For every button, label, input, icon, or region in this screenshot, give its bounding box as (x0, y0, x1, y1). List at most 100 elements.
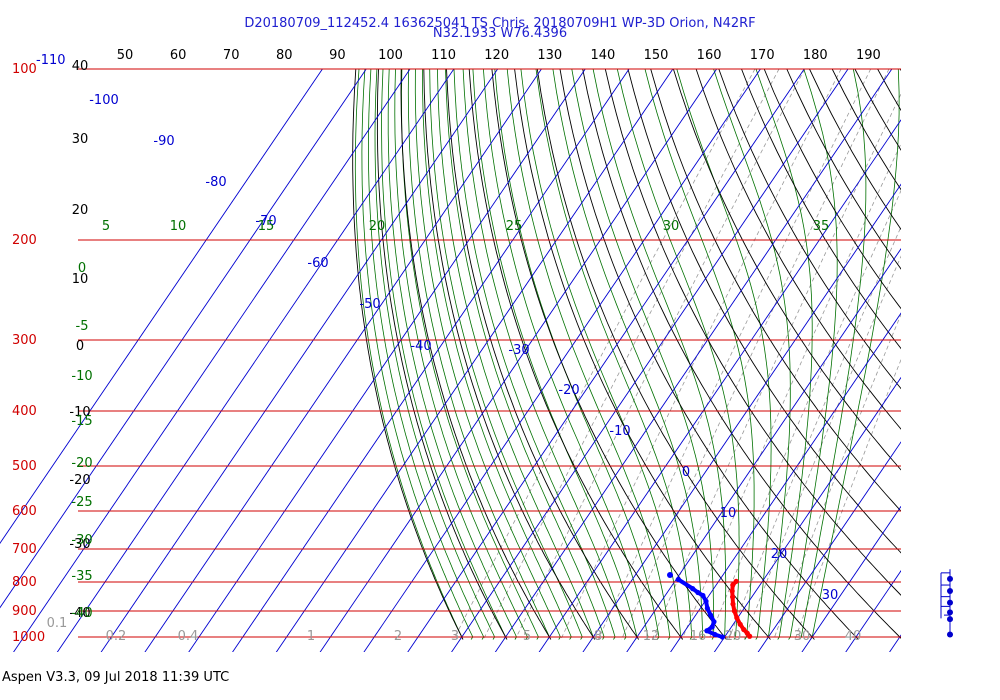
moist-adiabat (483, 69, 649, 640)
isotherm (713, 376, 901, 652)
moist-adiabat (437, 69, 594, 640)
isotherm (757, 441, 901, 652)
isotherm-label: -70 (255, 214, 276, 229)
dewpoint-profile-point (695, 589, 701, 596)
moist-adiabat-top-label: 15 (258, 219, 275, 234)
dry-adiabat (423, 69, 596, 640)
chart-title-line1: D20180709_112452.4 163625041 TS Chris, 2… (244, 16, 756, 31)
moist-adiabat (354, 69, 463, 640)
isotherms (0, 69, 901, 652)
moist-adiabat-top-label: 10 (170, 219, 187, 234)
isotherm (494, 69, 893, 652)
dry-adiabat (763, 69, 901, 310)
dry-adiabat (559, 69, 859, 640)
dewpoint-profile-point (719, 634, 726, 640)
isotherm-label: -20 (558, 383, 579, 398)
isotherm (451, 69, 849, 652)
isobar-label: 600 (12, 504, 37, 519)
moist-adiabat (374, 69, 496, 640)
dry-adiabat-top-label: 100 (378, 48, 403, 63)
wind-barb-point (947, 575, 953, 582)
moist-adiabat-top-label: 20 (369, 219, 386, 234)
moist-adiabat-left-label: -15 (71, 414, 92, 429)
mixing-ratio-label: 3 (451, 629, 459, 644)
wind-barb-point (947, 588, 953, 595)
dewpoint-profile-point (690, 586, 696, 592)
dry-adiabat-top-label: 140 (590, 48, 615, 63)
dry-adiabat-top-label: 190 (856, 48, 881, 63)
dry-adiabat (376, 69, 508, 640)
isobar-label: 400 (12, 404, 37, 419)
isotherm (626, 247, 901, 652)
mixing-ratio-label: 5 (523, 629, 531, 644)
dewpoint-profile-point (667, 572, 673, 578)
wind-barb-point (947, 616, 953, 623)
dry-adiabat-left-label: -40 (69, 606, 90, 621)
moist-adiabat (676, 69, 772, 640)
moist-adiabat (799, 69, 867, 640)
mixing-ratio-line (597, 69, 872, 640)
isotherm (188, 69, 586, 652)
moist-adiabat (788, 69, 838, 640)
moist-adiabat (453, 69, 616, 640)
moist-adiabat (506, 69, 671, 640)
dry-adiabat-left-label: 20 (72, 203, 89, 218)
isotherm (801, 505, 901, 652)
moist-adiabat (571, 69, 715, 640)
dry-adiabat-top-label: 110 (431, 48, 456, 63)
mixing-ratio-label: 0.2 (106, 629, 127, 644)
mixing-ratio-line (728, 225, 901, 640)
moist-adiabat-top-label: 5 (102, 219, 110, 234)
dry-adiabat (650, 69, 901, 512)
moist-adiabat-left-label: -25 (71, 495, 92, 510)
dewpoint-profile-point (703, 598, 709, 604)
isobar-label: 100 (12, 62, 37, 77)
mixing-ratio-label: 40 (845, 629, 862, 644)
temperature-profile-point (734, 615, 740, 621)
dry-adiabat-left-label: 30 (72, 132, 89, 147)
dewpoint-profile-point (700, 592, 706, 599)
moist-adiabat (361, 69, 474, 640)
moist-adiabat (462, 69, 627, 640)
moist-adiabat (387, 69, 517, 640)
moist-adiabat-top-label: 30 (663, 219, 680, 234)
isotherm (582, 183, 901, 652)
dry-adiabat-top-label: 180 (803, 48, 828, 63)
dry-adiabat (672, 69, 901, 471)
mixing-ratio-label: 1 (307, 629, 315, 644)
moist-adiabat (407, 69, 550, 640)
dry-adiabat-left-label: -20 (69, 473, 90, 488)
mixing-ratio-label: 30 (794, 629, 811, 644)
isotherm (538, 119, 901, 652)
mixing-ratio-line (681, 142, 901, 640)
sounding-profiles (667, 572, 753, 640)
isotherm-label: -90 (153, 134, 174, 149)
moist-adiabat (592, 69, 727, 640)
isotherm-label: 10 (720, 506, 737, 521)
dewpoint-profile-point (711, 619, 717, 625)
moist-adiabat (713, 69, 791, 640)
moist-adiabat (810, 69, 900, 640)
dry-adiabat-top-label: 80 (276, 48, 293, 63)
dry-adiabat (741, 69, 901, 350)
isotherm-label: -30 (508, 343, 529, 358)
moist-adiabat-top-label: 25 (506, 219, 523, 234)
isotherm-label: 30 (822, 588, 839, 603)
temperature-profile-point (733, 578, 739, 584)
isotherm-label: -50 (359, 297, 380, 312)
moist-adiabat-left-label: -30 (71, 533, 92, 548)
isotherm-label: -80 (205, 175, 226, 190)
moist-adiabats (354, 69, 900, 640)
mixing-ratio-line (560, 69, 842, 640)
dry-adiabat-left-label: -30 (69, 537, 90, 552)
dry-adiabat-top-label: 120 (484, 48, 509, 63)
isotherm (100, 69, 499, 652)
dry-adiabat (536, 69, 815, 640)
moist-adiabat (429, 69, 583, 640)
dry-adiabat-top-label: 70 (223, 48, 240, 63)
moist-adiabat (367, 69, 485, 640)
dry-adiabat (695, 69, 901, 430)
moist-adiabat-left-label: 0 (78, 261, 86, 276)
dry-adiabat (446, 69, 640, 640)
